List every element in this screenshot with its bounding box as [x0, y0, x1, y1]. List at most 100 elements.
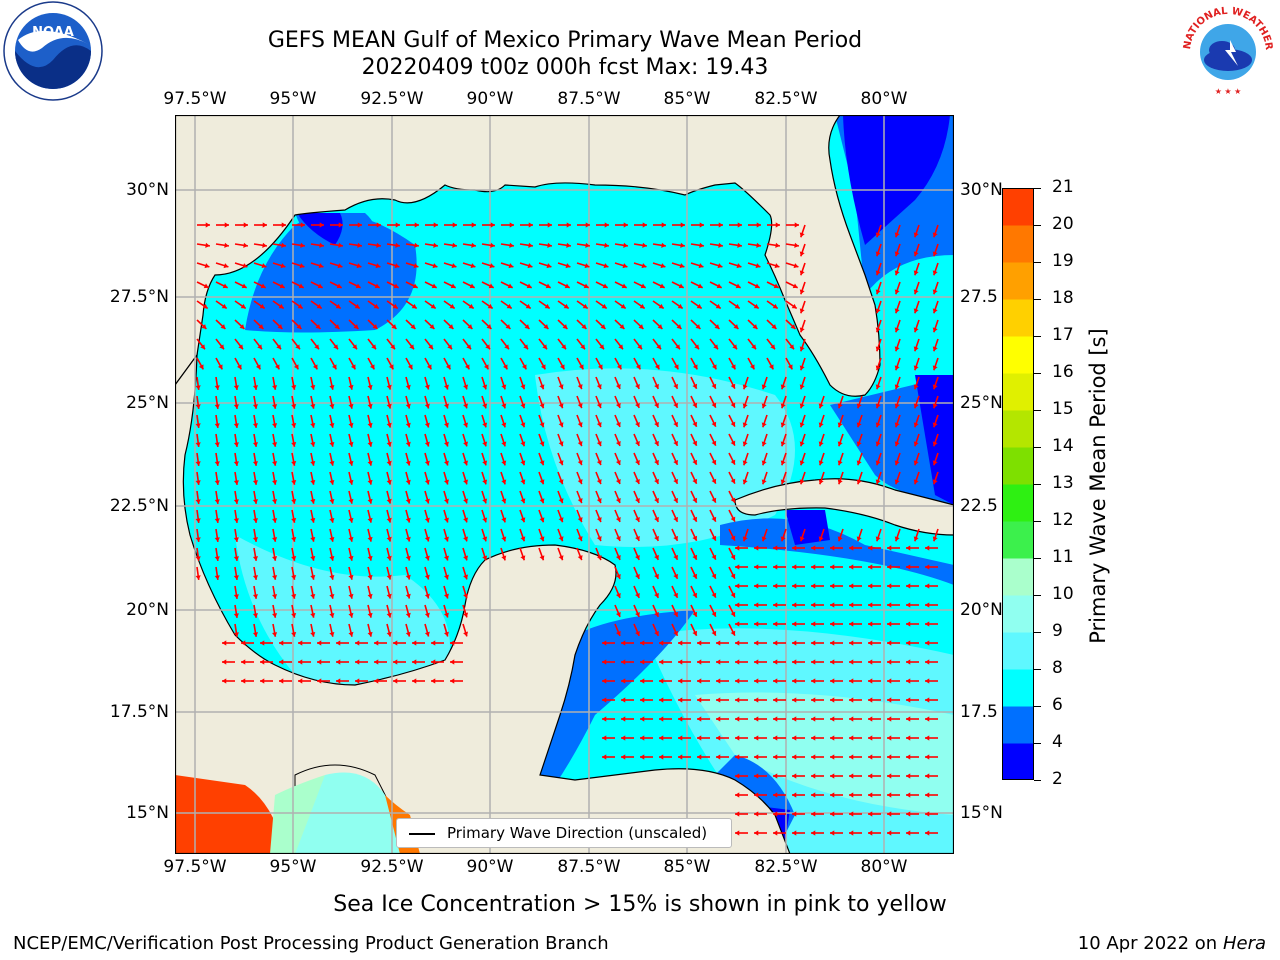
wave-direction-arrowhead: [490, 242, 495, 248]
wave-direction-arrowhead: [482, 460, 488, 466]
wave-direction-arrowhead: [233, 499, 239, 504]
wave-direction-arrowhead: [259, 303, 265, 309]
wave-direction-arrowhead: [314, 344, 319, 350]
wave-direction-arrowhead: [233, 556, 239, 561]
wave-direction-arrowhead: [887, 621, 892, 627]
wave-direction-arrowhead: [482, 517, 488, 523]
wave-direction-arrowhead: [913, 479, 919, 485]
wave-direction-arrowhead: [906, 640, 911, 646]
wave-direction-arrowhead: [252, 556, 259, 561]
wave-direction-arrowhead: [352, 344, 357, 350]
lat-label-left: 30°N: [126, 180, 169, 200]
wave-direction-arrowhead: [616, 364, 622, 370]
wave-direction-arrowhead: [837, 422, 843, 428]
wave-direction-arrowhead: [489, 263, 495, 269]
wave-direction-arrowhead: [875, 441, 881, 447]
wave-direction-arrowhead: [635, 516, 640, 522]
wave-direction-arrowhead: [675, 344, 680, 350]
wave-direction-arrowhead: [711, 497, 717, 503]
wave-direction-arrowhead: [735, 792, 740, 798]
wave-direction-arrowhead: [260, 640, 265, 646]
wave-direction-arrowhead: [635, 535, 640, 541]
wave-direction-arrowhead: [830, 716, 835, 722]
wave-direction-arrowhead: [697, 716, 702, 722]
wave-direction-arrowhead: [692, 459, 698, 465]
wave-direction-arrowhead: [780, 460, 786, 466]
wave-direction-arrowhead: [233, 632, 239, 637]
wave-direction-arrowhead: [386, 498, 392, 504]
wave-direction-arrowhead: [577, 498, 583, 504]
wave-direction-arrowhead: [659, 735, 664, 741]
wave-direction-arrowhead: [635, 459, 640, 465]
wave-direction-arrowhead: [680, 242, 685, 248]
wave-direction-arrowhead: [596, 460, 602, 466]
wave-direction-arrowhead: [925, 659, 930, 665]
wave-direction-arrowhead: [319, 222, 324, 228]
wave-direction-arrowhead: [252, 385, 259, 390]
colorbar-tick-mark: [1034, 409, 1041, 411]
wave-direction-arrowhead: [520, 384, 526, 390]
wave-direction-arrowhead: [424, 612, 430, 618]
wave-direction-arrowhead: [792, 735, 797, 741]
wave-direction-arrowhead: [799, 251, 805, 257]
wave-direction-arrowhead: [875, 536, 881, 542]
wave-direction-arrowhead: [540, 364, 546, 370]
wave-direction-arrowhead: [596, 422, 602, 428]
wave-direction-arrowhead: [925, 773, 930, 779]
wave-direction-arrowhead: [201, 324, 207, 329]
wave-direction-arrowhead: [252, 518, 259, 523]
wave-direction-arrowhead: [695, 324, 701, 329]
footer-right: 10 Apr 2022 on Hera: [1078, 933, 1266, 954]
wave-direction-arrowhead: [640, 754, 645, 760]
wave-direction-arrowhead: [316, 303, 322, 309]
wave-direction-arrowhead: [252, 480, 259, 485]
high-period-zone: [270, 775, 325, 854]
wave-direction-arrowhead: [600, 324, 606, 329]
wave-direction-arrowhead: [221, 303, 227, 309]
wave-direction-arrowhead: [635, 497, 640, 503]
lon-label-top: 87.5°W: [557, 89, 621, 109]
wave-direction-arrowhead: [680, 222, 685, 228]
legend-label: Primary Wave Direction (unscaled): [447, 824, 708, 842]
wave-direction-arrowhead: [367, 460, 373, 466]
wave-direction-arrowhead: [818, 460, 824, 466]
colorbar-band: [1002, 669, 1034, 707]
wave-direction-arrowhead: [272, 556, 278, 561]
wave-direction-arrowhead: [773, 792, 778, 798]
wave-direction-arrowhead: [501, 536, 507, 542]
wave-direction-arrowhead: [913, 289, 919, 295]
wave-direction-arrowhead: [542, 344, 547, 350]
colorbar-tick-label: 13: [1052, 473, 1074, 493]
wave-direction-arrowhead: [528, 222, 533, 228]
land-north-america: [175, 115, 954, 397]
wave-direction-arrowhead: [348, 460, 354, 466]
wave-direction-arrowhead: [195, 518, 201, 523]
wave-direction-arrowhead: [509, 222, 514, 228]
wave-direction-arrowhead: [799, 365, 805, 371]
wave-direction-arrowhead: [272, 404, 278, 409]
wave-direction-arrowhead: [913, 232, 919, 238]
wave-direction-arrowhead: [875, 308, 881, 314]
wave-direction-arrowhead: [830, 792, 835, 798]
wave-direction-arrowhead: [297, 303, 303, 309]
wave-direction-arrowhead: [220, 324, 226, 329]
wave-direction-arrowhead: [356, 263, 362, 269]
wave-direction-arrowhead: [310, 423, 316, 428]
wave-direction-arrowhead: [730, 383, 736, 389]
wave-direction-arrowhead: [830, 678, 835, 684]
wave-direction-arrowhead: [602, 754, 607, 760]
wave-direction-arrowhead: [925, 640, 930, 646]
wave-direction-arrowhead: [559, 364, 565, 370]
wave-direction-arrowhead: [913, 422, 919, 428]
lat-label-right: 22.5: [960, 496, 998, 516]
wave-direction-arrowhead: [830, 583, 835, 589]
wave-direction-arrowhead: [482, 479, 488, 485]
wave-direction-arrowhead: [761, 384, 767, 390]
wave-direction-arrowhead: [906, 792, 911, 798]
wave-direction-arrowhead: [405, 403, 411, 409]
wave-direction-arrowhead: [521, 364, 527, 370]
wave-direction-arrowhead: [431, 678, 436, 684]
wave-direction-arrowhead: [830, 545, 835, 551]
wave-direction-arrowhead: [468, 303, 474, 309]
wave-direction-arrowhead: [348, 612, 354, 618]
